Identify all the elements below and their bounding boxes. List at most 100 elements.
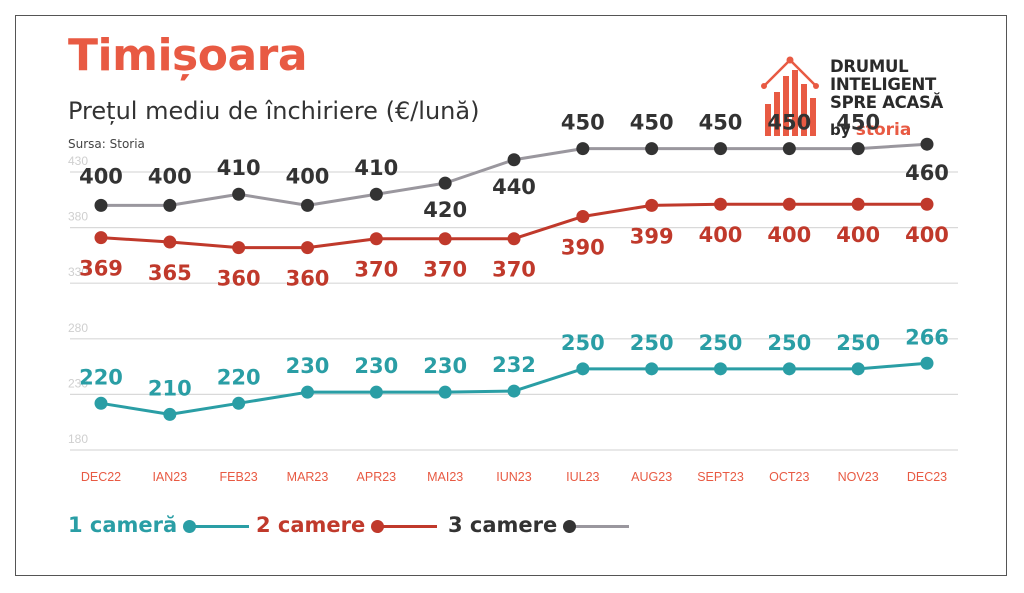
logo-brand: storia — [855, 120, 912, 140]
data-label: 370 — [492, 258, 536, 282]
data-point — [507, 384, 521, 398]
data-label: 450 — [561, 111, 605, 135]
data-label: 400 — [699, 223, 743, 247]
data-point — [576, 142, 590, 156]
chart-subtitle: Prețul mediu de închiriere (€/lună) — [68, 97, 480, 125]
data-label: 230 — [286, 354, 330, 378]
data-point — [645, 198, 659, 212]
legend-swatch-line — [375, 524, 438, 528]
legend-swatch-dot — [183, 519, 197, 533]
data-point — [369, 385, 383, 399]
chart-frame — [15, 15, 1007, 576]
data-point — [576, 209, 590, 223]
data-point — [714, 197, 727, 211]
data-point — [232, 396, 246, 410]
data-label: 232 — [492, 353, 536, 377]
logo-line-2: INTELIGENT — [830, 75, 937, 94]
data-point — [232, 241, 246, 255]
data-point — [576, 362, 590, 376]
data-point — [645, 362, 659, 376]
data-label: 450 — [699, 111, 743, 135]
data-point — [301, 385, 314, 399]
legend-swatch-dot — [563, 519, 577, 533]
data-label: 410 — [217, 156, 261, 180]
legend-label: 1 cameră — [68, 513, 178, 537]
chart-title: Timișoara — [68, 30, 308, 81]
x-tick-label: IAN23 — [152, 470, 187, 484]
data-point — [851, 197, 865, 211]
legend-label: 3 camere — [448, 513, 558, 537]
legend-swatch — [563, 519, 630, 533]
data-point — [920, 137, 934, 151]
data-point — [782, 142, 796, 156]
data-label: 230 — [423, 354, 467, 378]
data-label: 450 — [630, 111, 674, 135]
data-label: 250 — [630, 331, 674, 355]
data-point — [438, 176, 452, 190]
x-tick-label: DEC23 — [907, 470, 947, 484]
y-tick-label: 430 — [68, 154, 88, 168]
data-point — [301, 198, 314, 212]
data-label: 400 — [148, 164, 192, 188]
legend-swatch — [183, 519, 250, 533]
y-tick-label: 330 — [68, 265, 88, 279]
data-label: 365 — [148, 261, 192, 285]
data-label: 230 — [354, 354, 398, 378]
x-tick-label: DEC22 — [81, 470, 121, 484]
logo-line-1: DRUMUL — [830, 57, 909, 76]
data-point — [851, 142, 865, 156]
data-label: 450 — [836, 111, 880, 135]
data-label: 210 — [148, 376, 192, 400]
x-tick-label: FEB23 — [220, 470, 258, 484]
data-label: 450 — [767, 111, 811, 135]
x-tick-label: SEPT23 — [697, 470, 744, 484]
data-label: 370 — [423, 258, 467, 282]
house-bar-chart-icon — [761, 56, 819, 136]
data-label: 360 — [217, 267, 261, 291]
logo-text: DRUMUL INTELIGENT SPRE ACASĂ — [830, 58, 943, 112]
y-tick-label: 280 — [68, 321, 88, 335]
data-point — [920, 356, 934, 370]
data-label: 370 — [354, 258, 398, 282]
x-tick-label: MAI23 — [427, 470, 463, 484]
data-point — [438, 232, 452, 246]
data-point — [645, 142, 659, 156]
data-label: 369 — [79, 257, 123, 281]
x-tick-label: APR23 — [357, 470, 397, 484]
data-label: 360 — [286, 267, 330, 291]
data-label: 250 — [767, 331, 811, 355]
x-tick-label: OCT23 — [769, 470, 809, 484]
x-tick-label: MAR23 — [287, 470, 329, 484]
data-label: 390 — [561, 235, 605, 259]
source-note: Sursa: Storia — [68, 137, 145, 151]
data-point — [782, 362, 796, 376]
data-label: 220 — [79, 365, 123, 389]
data-point — [920, 197, 934, 211]
data-point — [94, 231, 108, 245]
data-label: 420 — [423, 198, 467, 222]
logo-line-3: SPRE ACASĂ — [830, 93, 943, 112]
data-point — [438, 385, 452, 399]
y-tick-label: 380 — [68, 210, 88, 224]
legend-item: 1 cameră — [68, 513, 250, 537]
data-point — [94, 198, 108, 212]
data-label: 250 — [561, 331, 605, 355]
logo-by: by storia — [830, 122, 911, 139]
data-point — [507, 153, 521, 167]
logo-by-text: by — [830, 121, 851, 139]
legend-label: 2 camere — [256, 513, 366, 537]
data-label: 410 — [354, 156, 398, 180]
data-label: 250 — [836, 331, 880, 355]
data-label: 266 — [905, 325, 949, 349]
y-tick-label: 230 — [68, 376, 88, 390]
data-label: 460 — [905, 161, 949, 185]
data-point — [782, 197, 796, 211]
data-label: 220 — [217, 365, 261, 389]
data-point — [163, 198, 177, 212]
data-label: 400 — [836, 223, 880, 247]
data-label: 400 — [767, 223, 811, 247]
data-label: 399 — [630, 224, 674, 248]
legend-item: 3 camere — [448, 513, 630, 537]
legend-swatch-dot — [371, 519, 385, 533]
